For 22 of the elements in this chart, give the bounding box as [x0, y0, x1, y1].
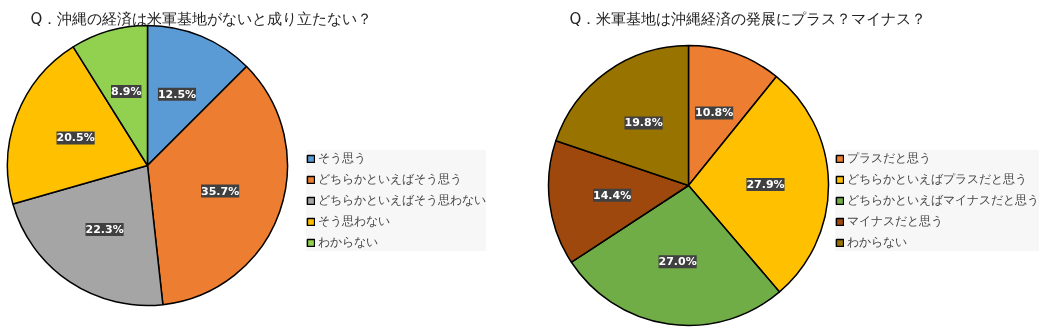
- chart-title: Q．米軍基地は沖縄経済の発展にプラス？マイナス？: [569, 9, 927, 28]
- legend-label: そう思う: [318, 150, 366, 167]
- data-label: 10.8%: [695, 106, 734, 120]
- data-label: 22.3%: [85, 222, 124, 236]
- data-label: 14.4%: [593, 188, 632, 202]
- legend-label: わからない: [318, 234, 378, 251]
- chart-title: Q．沖縄の経済は米軍基地がないと成り立たない？: [30, 9, 373, 28]
- legend-label: そう思わない: [318, 213, 390, 230]
- data-label: 27.0%: [658, 255, 697, 269]
- data-label: 12.5%: [157, 87, 197, 101]
- legend-label: わからない: [847, 234, 907, 251]
- legend-label: どちらかといえばそう思わない: [318, 192, 486, 209]
- data-label: 19.8%: [624, 116, 663, 130]
- legend-label: どちらかといえばそう思う: [318, 171, 462, 188]
- legend-label: マイナスだと思う: [847, 213, 943, 230]
- legend-label: プラスだと思う: [847, 150, 931, 167]
- legend-label: どちらかといえばマイナスだと思う: [847, 192, 1039, 209]
- data-label: 8.9%: [110, 85, 142, 98]
- data-label: 27.9%: [746, 177, 785, 191]
- data-label: 20.5%: [56, 131, 95, 145]
- legend-label: どちらかといえばプラスだと思う: [847, 171, 1027, 188]
- data-label: 35.7%: [201, 184, 240, 198]
